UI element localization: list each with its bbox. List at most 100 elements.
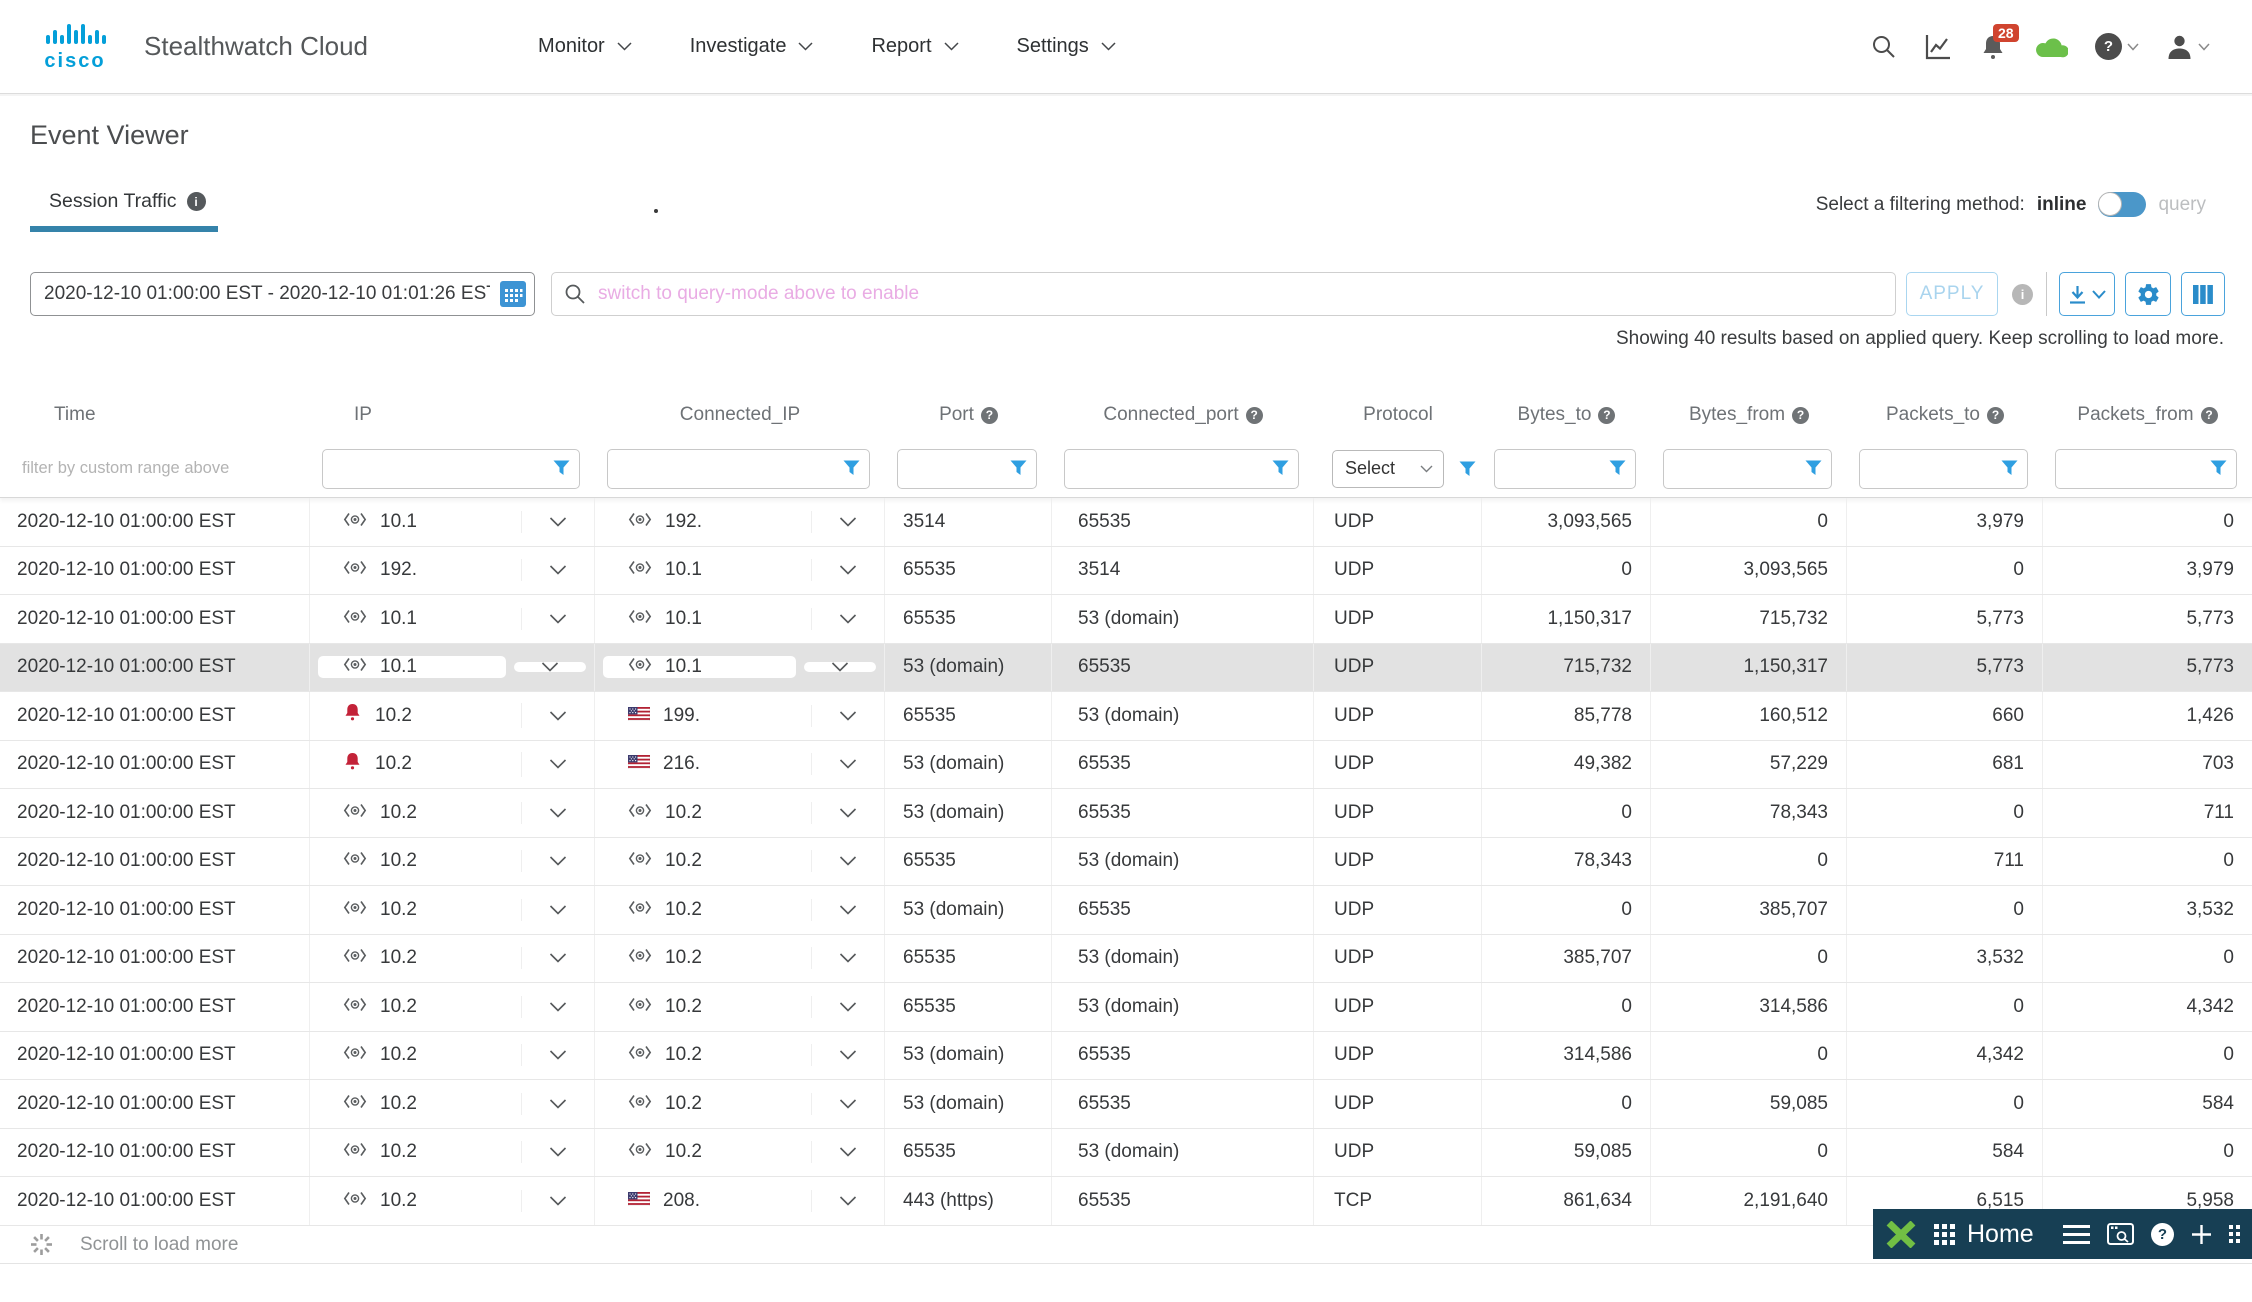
cell-conn-ip-text[interactable]: 10.1 (665, 559, 702, 581)
cell-conn-ip-text[interactable]: 10.1 (665, 656, 702, 678)
col-header-packets-from[interactable]: Packets_from? (2043, 404, 2252, 426)
settings-gear-button[interactable] (2125, 272, 2171, 316)
taskbar-home-label[interactable]: Home (1967, 1219, 2034, 1248)
cell-conn-ip-text[interactable]: 10.2 (665, 1044, 702, 1066)
ip-expand-chevron[interactable] (522, 1050, 594, 1060)
cell-conn-ip-text[interactable]: 10.1 (665, 607, 702, 629)
filter-funnel-icon[interactable] (2001, 460, 2018, 481)
connected-ip-expand-chevron[interactable] (812, 856, 884, 866)
help-icon[interactable]: ? (980, 406, 998, 424)
connected-ip-expand-chevron[interactable] (812, 711, 884, 721)
bytes-from-filter-input[interactable] (1663, 448, 1832, 489)
col-header-port[interactable]: Port? (885, 404, 1052, 426)
help-icon[interactable]: ? (2200, 406, 2218, 424)
ip-expand-chevron[interactable] (522, 1099, 594, 1109)
ip-expand-chevron[interactable] (522, 808, 594, 818)
cell-ip-text[interactable]: 10.2 (380, 850, 417, 872)
cell-conn-ip-text[interactable]: 10.2 (665, 850, 702, 872)
col-header-bytes-from[interactable]: Bytes_from? (1651, 404, 1847, 426)
connected-ip-expand-chevron[interactable] (812, 759, 884, 769)
cell-ip-text[interactable]: 10.2 (380, 1092, 417, 1114)
cell-ip-text[interactable]: 10.2 (375, 753, 412, 775)
info-icon[interactable]: i (186, 192, 206, 211)
cell-conn-ip-text[interactable]: 216. (663, 753, 700, 775)
cell-ip-text[interactable]: 10.1 (380, 607, 417, 629)
connected-ip-expand-chevron[interactable] (812, 1002, 884, 1012)
col-header-connected-port[interactable]: Connected_port? (1052, 404, 1314, 426)
menu-settings[interactable]: Settings (1017, 35, 1116, 58)
help-icon[interactable]: ? (1792, 406, 1810, 424)
connected-ip-expand-chevron[interactable] (812, 1050, 884, 1060)
connected-port-filter-input[interactable] (1064, 448, 1299, 489)
date-range-input[interactable] (30, 272, 535, 316)
calendar-icon[interactable] (500, 281, 526, 312)
connected-ip-expand-chevron[interactable] (812, 1099, 884, 1109)
help-icon[interactable]: ? (1987, 406, 2004, 424)
help-icon[interactable]: ? (1598, 406, 1616, 424)
connected-ip-filter-input[interactable] (607, 448, 870, 489)
ip-expand-chevron[interactable] (522, 565, 594, 575)
port-filter-input[interactable] (897, 448, 1037, 489)
apply-button[interactable]: APPLY (1906, 272, 1998, 316)
cell-ip-text[interactable]: 10.2 (380, 1044, 417, 1066)
cell-ip-text[interactable]: 10.1 (380, 510, 417, 532)
cisco-logo[interactable]: cisco (44, 21, 106, 73)
connected-ip-expand-chevron[interactable] (812, 808, 884, 818)
window-search-icon[interactable] (2107, 1223, 2134, 1245)
menu-monitor[interactable]: Monitor (538, 35, 632, 58)
filter-funnel-icon[interactable] (1272, 460, 1289, 481)
apply-info-icon[interactable]: i (2012, 284, 2033, 305)
filter-funnel-icon[interactable] (2210, 460, 2227, 481)
col-header-ip[interactable]: IP (310, 404, 595, 426)
cell-ip-text[interactable]: 10.1 (380, 656, 417, 678)
ip-expand-chevron[interactable] (522, 711, 594, 721)
cell-conn-ip-text[interactable]: 199. (663, 704, 700, 726)
more-options-grip-icon[interactable] (2229, 1225, 2240, 1243)
help-menu[interactable]: ? (2095, 33, 2139, 60)
bytes-to-filter-input[interactable] (1494, 448, 1636, 489)
cell-conn-ip-text[interactable]: 10.2 (665, 947, 702, 969)
cell-conn-ip-text[interactable]: 208. (663, 1189, 700, 1211)
app-grid-icon[interactable] (1934, 1223, 1955, 1245)
alert-bell-icon[interactable] (343, 752, 362, 771)
connected-ip-expand-chevron[interactable] (804, 662, 876, 673)
filter-funnel-icon[interactable] (1609, 460, 1626, 481)
connected-ip-expand-chevron[interactable] (812, 614, 884, 624)
notifications-bell-icon[interactable]: 28 (1979, 23, 2019, 61)
help-icon[interactable]: ? (1245, 406, 1263, 424)
connected-ip-expand-chevron[interactable] (812, 565, 884, 575)
ip-expand-chevron[interactable] (522, 856, 594, 866)
cell-ip-text[interactable]: 10.2 (380, 995, 417, 1017)
col-header-packets-to[interactable]: Packets_to? (1847, 404, 2043, 426)
user-account-menu[interactable] (2166, 33, 2210, 60)
packets-from-filter-input[interactable] (2055, 448, 2237, 489)
col-header-time[interactable]: Time (0, 404, 310, 426)
ip-expand-chevron[interactable] (522, 1147, 594, 1157)
cloud-status-icon[interactable] (2034, 35, 2068, 58)
query-search-input[interactable] (551, 272, 1896, 316)
connected-ip-expand-chevron[interactable] (812, 517, 884, 527)
download-button[interactable] (2059, 272, 2115, 316)
filter-funnel-icon[interactable] (553, 460, 570, 481)
cell-ip-text[interactable]: 10.2 (380, 801, 417, 823)
activity-chart-icon[interactable] (1924, 33, 1952, 61)
ip-expand-chevron[interactable] (522, 614, 594, 624)
workspace-x-logo-icon[interactable] (1886, 1220, 1916, 1248)
connected-ip-expand-chevron[interactable] (812, 1196, 884, 1206)
cell-ip-text[interactable]: 10.2 (375, 704, 412, 726)
cell-ip-text[interactable]: 10.2 (380, 947, 417, 969)
ip-expand-chevron[interactable] (522, 953, 594, 963)
connected-ip-expand-chevron[interactable] (812, 905, 884, 915)
search-icon[interactable] (1871, 34, 1897, 60)
cell-conn-ip-text[interactable]: 10.2 (665, 801, 702, 823)
taskbar-help-icon[interactable]: ? (2151, 1222, 2174, 1246)
ip-expand-chevron[interactable] (522, 1002, 594, 1012)
add-icon[interactable] (2191, 1224, 2212, 1245)
col-header-bytes-to[interactable]: Bytes_to? (1482, 404, 1651, 426)
cell-ip-text[interactable]: 10.2 (380, 1141, 417, 1163)
alert-bell-icon[interactable] (343, 703, 362, 722)
ip-expand-chevron[interactable] (522, 1196, 594, 1206)
filter-funnel-icon[interactable] (1805, 460, 1822, 481)
tab-session-traffic[interactable]: Session Traffic i (49, 190, 206, 213)
ip-expand-chevron[interactable] (522, 517, 594, 527)
